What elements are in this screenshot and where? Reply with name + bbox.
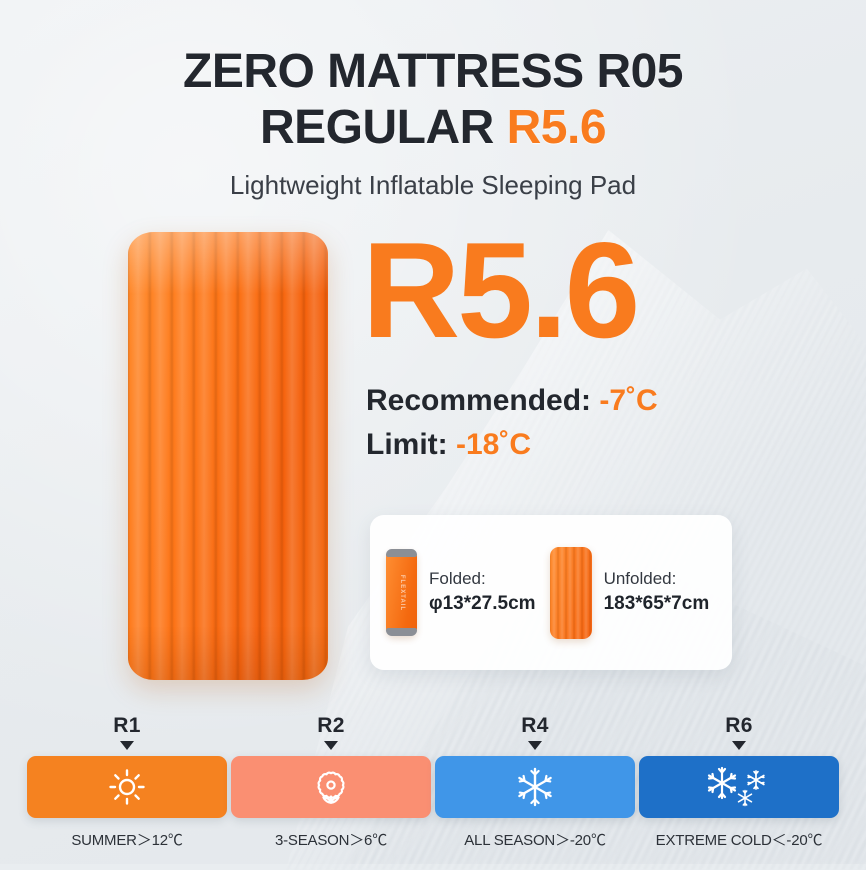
rating-label-r2: R2 (317, 714, 345, 737)
r-rating-scale: R1 SUMMER＞12℃ R2 (0, 714, 866, 850)
folded-label: Folded: (429, 569, 486, 589)
sack-cap-bottom (386, 628, 417, 636)
rating-caption-r2: 3-SEASON＞6℃ (275, 832, 387, 849)
folded-dimension-item: FLEXTAIL Folded: φ13*27.5cm (370, 549, 536, 636)
rating-card-r4[interactable] (435, 756, 635, 818)
product-image (128, 232, 328, 680)
rating-item-r6[interactable]: R6 (639, 714, 839, 850)
mini-pad-icon (549, 546, 592, 639)
rating-card-r1[interactable] (27, 756, 227, 818)
rating-label-r6: R6 (725, 714, 753, 737)
pointer-triangle-icon (120, 741, 134, 750)
recommended-temperature: Recommended: -7˚C (366, 384, 658, 418)
folded-value: φ13*27.5cm (429, 593, 536, 615)
rating-label-r4: R4 (521, 714, 549, 737)
unfolded-dimension-item: Unfolded: 183*65*7cm (536, 546, 710, 639)
page-title-line1: ZERO MATTRESS R05 (183, 45, 684, 98)
rating-caption-r6: EXTREME COLD＜-20℃ (655, 832, 823, 849)
rating-caption-r4: ALL SEASON＞-20℃ (464, 832, 606, 849)
pointer-triangle-icon (324, 741, 338, 750)
recommended-value: -7˚C (599, 384, 658, 417)
pointer-triangle-icon (732, 741, 746, 750)
rating-label-r1: R1 (113, 714, 141, 737)
page-subtitle: Lightweight Inflatable Sleeping Pad (229, 170, 637, 201)
limit-label: Limit: (366, 428, 456, 461)
snowflakes-trio-icon (707, 766, 765, 807)
sleeping-pad-graphic (128, 232, 328, 680)
unfolded-label: Unfolded: (603, 569, 677, 589)
unfolded-text: Unfolded: 183*65*7cm (604, 568, 710, 617)
rating-head-r2: R2 (231, 714, 431, 750)
recommended-label: Recommended: (366, 384, 600, 417)
sack-cap-top (386, 549, 417, 557)
rating-card-r6[interactable] (639, 756, 839, 818)
rating-item-r4[interactable]: R4 (435, 714, 635, 850)
snowflake-icon (518, 767, 552, 807)
rating-card-r2[interactable] (231, 756, 431, 818)
sun-icon (109, 769, 145, 805)
rating-head-r4: R4 (435, 714, 635, 750)
limit-value: -18˚C (456, 428, 532, 461)
dimensions-card: FLEXTAIL Folded: φ13*27.5cm Unfolded: 18… (370, 515, 732, 670)
sack-brand-label: FLEXTAIL (398, 574, 405, 611)
limit-temperature: Limit: -18˚C (366, 428, 531, 462)
page-title-line2: REGULAR R5.6 (0, 100, 866, 156)
page-title-line2-main: REGULAR (259, 101, 507, 155)
rating-head-r6: R6 (639, 714, 839, 750)
page-title-rvalue: R5.6 (506, 101, 607, 155)
pointer-triangle-icon (528, 741, 542, 750)
stuff-sack-icon: FLEXTAIL (386, 549, 417, 636)
rating-head-r1: R1 (27, 714, 227, 750)
r-value-headline: R5.6 (362, 214, 640, 366)
flower-icon (317, 771, 345, 804)
folded-text: Folded: φ13*27.5cm (429, 568, 536, 617)
rating-item-r1[interactable]: R1 SUMMER＞12℃ (27, 714, 227, 850)
unfolded-value: 183*65*7cm (603, 593, 710, 615)
rating-caption-r1: SUMMER＞12℃ (71, 832, 183, 849)
header: ZERO MATTRESS R05 REGULAR R5.6 Lightweig… (0, 0, 866, 201)
rating-item-r2[interactable]: R2 3-SEASON＞6℃ (231, 714, 431, 850)
